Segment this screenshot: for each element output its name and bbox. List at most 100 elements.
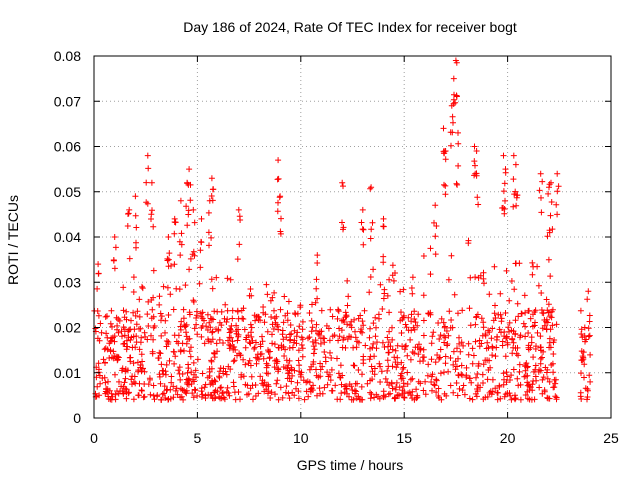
data-point [285,390,292,397]
data-point [125,210,132,217]
data-point [502,353,509,360]
data-point [183,203,190,210]
data-point [161,383,168,390]
data-point [177,197,184,204]
data-point [525,330,532,336]
data-point [308,363,315,370]
data-point [500,188,507,195]
data-point [352,334,359,341]
data-point [213,340,220,347]
data-point [164,386,171,393]
data-point [335,306,342,313]
data-point [317,390,324,397]
data-point [133,339,140,346]
data-point [218,308,225,315]
data-point [174,391,181,398]
y-tick-label: 0.01 [54,365,81,381]
data-point [223,319,230,325]
data-point [337,374,344,381]
data-point [274,377,281,384]
data-point [144,200,151,207]
data-point [584,386,591,392]
data-point [587,378,594,385]
data-point [471,158,478,165]
data-point [191,386,198,393]
data-point [242,361,249,368]
data-point [484,376,491,383]
data-point [450,119,456,126]
data-point [461,391,468,398]
data-point [407,356,414,363]
data-point [159,367,166,374]
data-point [355,315,362,322]
data-point [275,344,282,351]
data-point [136,313,143,320]
data-point [409,349,416,355]
data-point [581,374,587,381]
data-point [448,252,455,259]
data-point [196,280,203,287]
data-point [148,211,155,218]
data-point [528,339,535,346]
data-point [541,388,548,395]
data-point [259,338,266,345]
data-point [532,307,539,314]
y-tick-label: 0.07 [54,93,81,109]
data-point [216,319,223,326]
data-point [472,321,479,328]
data-point [207,381,214,388]
data-point [386,349,392,356]
data-point [175,340,182,347]
data-point [138,387,145,394]
data-point [160,283,167,290]
data-point [248,324,255,331]
data-point [130,289,137,295]
data-point [133,239,139,246]
data-point [441,339,448,346]
data-point [273,357,280,363]
data-point [510,366,517,373]
data-point [307,388,314,395]
data-point [421,354,427,361]
data-point [493,336,500,343]
data-point [529,271,536,278]
data-point [382,393,389,400]
data-point [128,317,134,324]
data-point [247,340,254,347]
data-point [399,387,406,394]
data-point [497,311,504,318]
data-point [367,274,374,280]
data-point [120,341,127,347]
data-point [265,370,272,377]
data-point [294,310,301,317]
data-point [185,181,192,188]
data-point [586,332,593,339]
data-point [359,329,366,336]
data-point [400,394,407,401]
data-point [317,373,324,380]
data-point [94,285,101,292]
data-point [338,381,345,388]
data-point [163,338,170,344]
data-point [420,317,427,324]
data-point [145,323,152,329]
data-point [123,395,130,402]
data-point [168,373,175,380]
data-point [191,325,198,332]
data-point [123,346,130,353]
data-point [546,227,553,234]
data-point [549,322,556,329]
data-point [401,394,408,401]
data-point [417,346,424,353]
data-point [516,361,523,368]
data-point [432,233,439,240]
data-point [369,219,376,226]
data-point [553,394,560,401]
data-point [472,162,478,169]
data-point [138,334,145,341]
data-point [517,334,523,341]
data-point [269,294,276,301]
data-point [471,143,478,150]
data-point [474,311,481,318]
data-point [374,339,380,346]
